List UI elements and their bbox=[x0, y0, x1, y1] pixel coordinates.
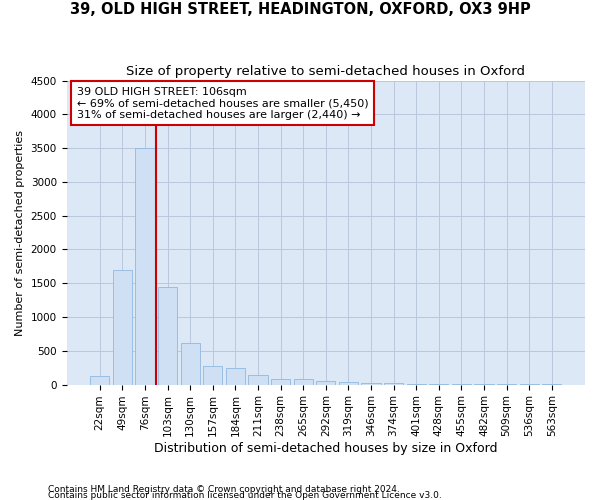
Bar bbox=[113, 270, 132, 384]
Y-axis label: Number of semi-detached properties: Number of semi-detached properties bbox=[15, 130, 25, 336]
Bar bbox=[271, 378, 290, 384]
Bar bbox=[293, 379, 313, 384]
Text: Contains HM Land Registry data © Crown copyright and database right 2024.: Contains HM Land Registry data © Crown c… bbox=[48, 485, 400, 494]
Bar bbox=[248, 375, 268, 384]
X-axis label: Distribution of semi-detached houses by size in Oxford: Distribution of semi-detached houses by … bbox=[154, 442, 497, 455]
Bar bbox=[226, 368, 245, 384]
Bar bbox=[90, 376, 109, 384]
Bar bbox=[339, 382, 358, 384]
Bar bbox=[203, 366, 223, 384]
Text: 39 OLD HIGH STREET: 106sqm
← 69% of semi-detached houses are smaller (5,450)
31%: 39 OLD HIGH STREET: 106sqm ← 69% of semi… bbox=[77, 86, 368, 120]
Bar bbox=[158, 286, 177, 384]
Bar bbox=[361, 382, 380, 384]
Title: Size of property relative to semi-detached houses in Oxford: Size of property relative to semi-detach… bbox=[126, 65, 525, 78]
Bar bbox=[136, 148, 155, 384]
Bar bbox=[316, 381, 335, 384]
Bar bbox=[181, 342, 200, 384]
Bar bbox=[384, 383, 403, 384]
Text: 39, OLD HIGH STREET, HEADINGTON, OXFORD, OX3 9HP: 39, OLD HIGH STREET, HEADINGTON, OXFORD,… bbox=[70, 2, 530, 18]
Text: Contains public sector information licensed under the Open Government Licence v3: Contains public sector information licen… bbox=[48, 491, 442, 500]
